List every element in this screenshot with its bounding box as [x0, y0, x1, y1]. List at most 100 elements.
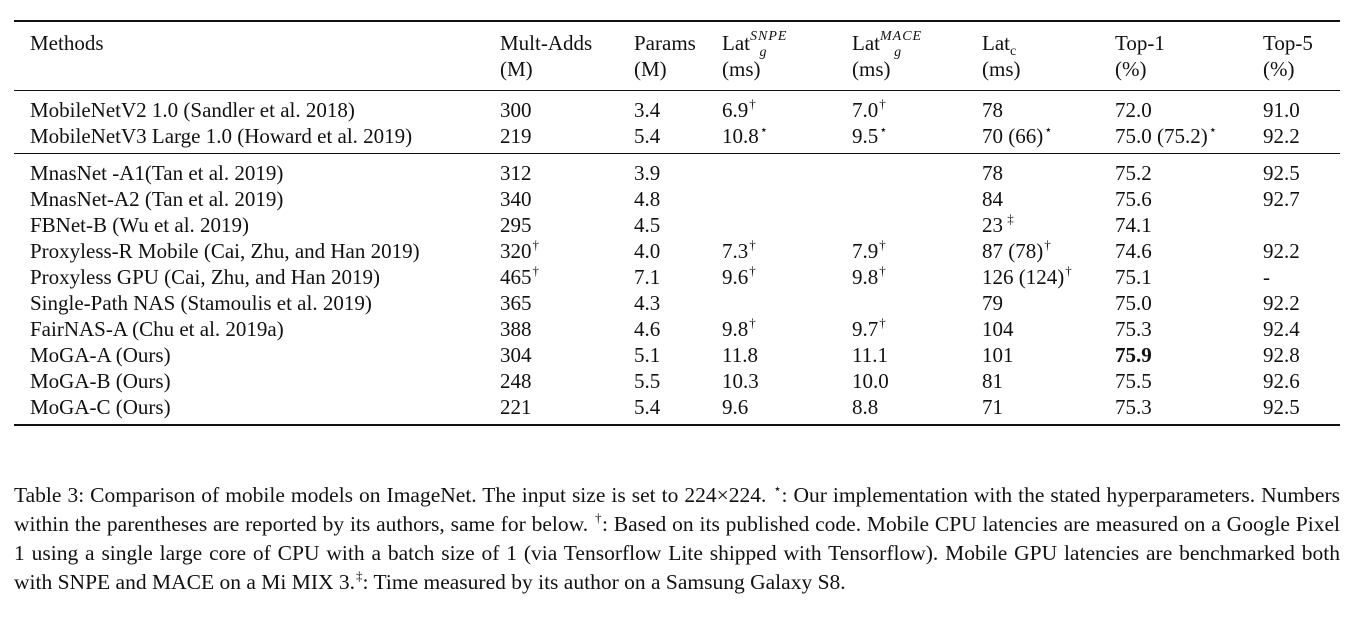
cell-lat-c: 79 — [982, 291, 1003, 315]
table-row: MnasNet -A1(Tan et al. 2019) 312 3.9 78 75.2… — [14, 153, 1340, 186]
cell-lat-snpe: 9.6† — [722, 263, 756, 289]
cell-params: 3.9 — [634, 153, 722, 186]
caption-part-4: : Time measured by its author on a Samsu… — [362, 570, 846, 594]
cell-method: Single-Path NAS (Stamoulis et al. 2019) — [30, 291, 372, 315]
cell-lat-snpe: 10.3 — [722, 369, 759, 393]
cell-top1: 75.0 (75.2)⋆ — [1115, 122, 1217, 148]
cell-lat-mace: 11.1 — [852, 343, 888, 367]
cell-mult-adds: 320† — [500, 237, 540, 263]
cell-mult-adds: 340 — [500, 187, 532, 211]
cell-lat-snpe — [722, 186, 852, 212]
cell-lat-mace — [852, 212, 982, 238]
table-row: MoGA-A (Ours) 304 5.1 11.8 11.1 101 75.9 92.8 — [14, 342, 1340, 368]
cell-lat-c: 101 — [982, 343, 1014, 367]
cell-lat-c: 81 — [982, 369, 1003, 393]
footnote-mark: † — [532, 237, 540, 252]
cell-top5 — [1263, 212, 1340, 238]
cell-lat-snpe: 6.9† — [722, 90, 852, 123]
cell-top1: 72.0 — [1115, 90, 1263, 123]
cell-method: MoGA-A (Ours) — [30, 343, 171, 367]
cell-lat-mace: 9.8† — [852, 263, 886, 289]
footnote-mark: ⋆ — [1044, 122, 1053, 137]
footnote-mark: † — [749, 237, 756, 252]
cell-lat-mace — [852, 153, 982, 186]
cell-lat-mace: 7.9† — [852, 237, 886, 263]
cell-mult-adds: 300 — [500, 90, 634, 123]
cell-top1: 75.3 — [1115, 317, 1152, 341]
cell-lat-snpe — [722, 153, 852, 186]
footnote-mark: ‡ — [1004, 211, 1014, 226]
cell-top5: 92.6 — [1263, 369, 1300, 393]
cell-lat-mace: 10.0 — [852, 369, 889, 393]
cell-top5: 92.5 — [1263, 153, 1340, 186]
cell-lat-mace: 9.7† — [852, 315, 886, 341]
cell-params: 5.1 — [634, 343, 661, 367]
caption-dagger-mark: † — [594, 510, 602, 525]
cell-params: 7.1 — [634, 265, 661, 289]
cell-method: MnasNet -A1(Tan et al. 2019) — [14, 153, 500, 186]
cell-mult-adds: 219 — [500, 124, 532, 148]
footnote-mark: † — [879, 237, 886, 252]
comparison-table: Methods Mult-Adds (M) Params (M) LatSNPEg(… — [14, 20, 1340, 426]
cell-method: MoGA-B (Ours) — [30, 369, 171, 393]
caption-star-mark: ⋆ — [773, 481, 782, 496]
results-table-container: Methods Mult-Adds (M) Params (M) LatSNPEg(… — [14, 20, 1340, 426]
table-row: MoGA-C (Ours) 221 5.4 9.6 8.8 71 75.3 92.5 — [14, 394, 1340, 426]
footnote-mark: † — [749, 263, 756, 278]
table-row: MnasNet-A2 (Tan et al. 2019) 340 4.8 84 75.6… — [14, 186, 1340, 212]
cell-top5: - — [1263, 265, 1270, 289]
cell-mult-adds: 221 — [500, 394, 634, 426]
cell-lat-snpe: 7.3† — [722, 237, 756, 263]
footnote-mark: † — [532, 263, 540, 278]
cell-lat-snpe: 10.8⋆ — [722, 122, 768, 148]
cell-top5: 91.0 — [1263, 90, 1340, 123]
cell-method: MnasNet-A2 (Tan et al. 2019) — [30, 187, 284, 211]
cell-params: 3.4 — [634, 90, 722, 123]
footnote-mark: ⋆ — [1208, 122, 1217, 137]
footnote-mark: † — [1044, 237, 1051, 252]
cell-lat-mace: 8.8 — [852, 394, 982, 426]
cell-lat-mace — [852, 186, 982, 212]
cell-top1: 75.3 — [1115, 394, 1263, 426]
cell-top1: 74.6 — [1115, 239, 1152, 263]
table-row: FairNAS-A (Chu et al. 2019a) 388 4.6 9.8† 9.… — [14, 316, 1340, 342]
header-lat-snpe: LatSNPEg (ms) — [722, 20, 852, 91]
cell-params: 4.8 — [634, 187, 661, 211]
caption-part-3: : Based on its published code. Mobile CP… — [14, 512, 1340, 594]
cell-lat-c: 78 — [982, 153, 1115, 186]
footnote-mark: † — [879, 96, 886, 111]
header-top1: Top-1 (%) — [1115, 20, 1263, 91]
cell-lat-c: 126 (124)† — [982, 263, 1072, 289]
cell-top1: 75.1 — [1115, 265, 1152, 289]
table-caption: Table 3: Comparison of mobile models on … — [14, 481, 1340, 597]
cell-method: FairNAS-A (Chu et al. 2019a) — [30, 317, 284, 341]
cell-lat-c: 70 (66)⋆ — [982, 122, 1053, 148]
table-row: Single-Path NAS (Stamoulis et al. 2019) 3… — [14, 290, 1340, 316]
cell-method: MoGA-C (Ours) — [14, 394, 500, 426]
cell-lat-c: 78 — [982, 90, 1115, 123]
cell-lat-snpe — [722, 290, 852, 316]
footnote-mark: † — [749, 315, 756, 330]
cell-top5: 92.5 — [1263, 394, 1340, 426]
cell-top5: 92.8 — [1263, 343, 1300, 367]
cell-params: 4.3 — [634, 291, 661, 315]
header-lat-mace: LatMACEg (ms) — [852, 20, 982, 91]
footnote-mark: † — [879, 315, 886, 330]
cell-lat-c: 23 ‡ — [982, 211, 1014, 237]
cell-method: MobileNetV2 1.0 (Sandler et al. 2018) — [14, 90, 500, 123]
caption-part-2: : Our implementation with the stated hyp… — [14, 483, 1340, 536]
cell-lat-snpe: 9.8† — [722, 315, 756, 341]
cell-params: 5.4 — [634, 124, 661, 148]
cell-params: 5.5 — [634, 369, 661, 393]
caption-ddagger-mark: ‡ — [356, 568, 363, 583]
cell-method: MobileNetV3 Large 1.0 (Howard et al. 201… — [30, 124, 413, 148]
cell-params: 4.6 — [634, 317, 661, 341]
cell-top1: 75.9 — [1115, 343, 1152, 367]
cell-mult-adds: 365 — [500, 291, 532, 315]
cell-lat-mace: 9.5⋆ — [852, 122, 888, 148]
footnote-mark: ⋆ — [879, 122, 888, 137]
cell-top5: 92.4 — [1263, 317, 1300, 341]
header-top5: Top-5 (%) — [1263, 20, 1340, 91]
cell-lat-c: 84 — [982, 187, 1003, 211]
cell-top1: 75.5 — [1115, 369, 1152, 393]
